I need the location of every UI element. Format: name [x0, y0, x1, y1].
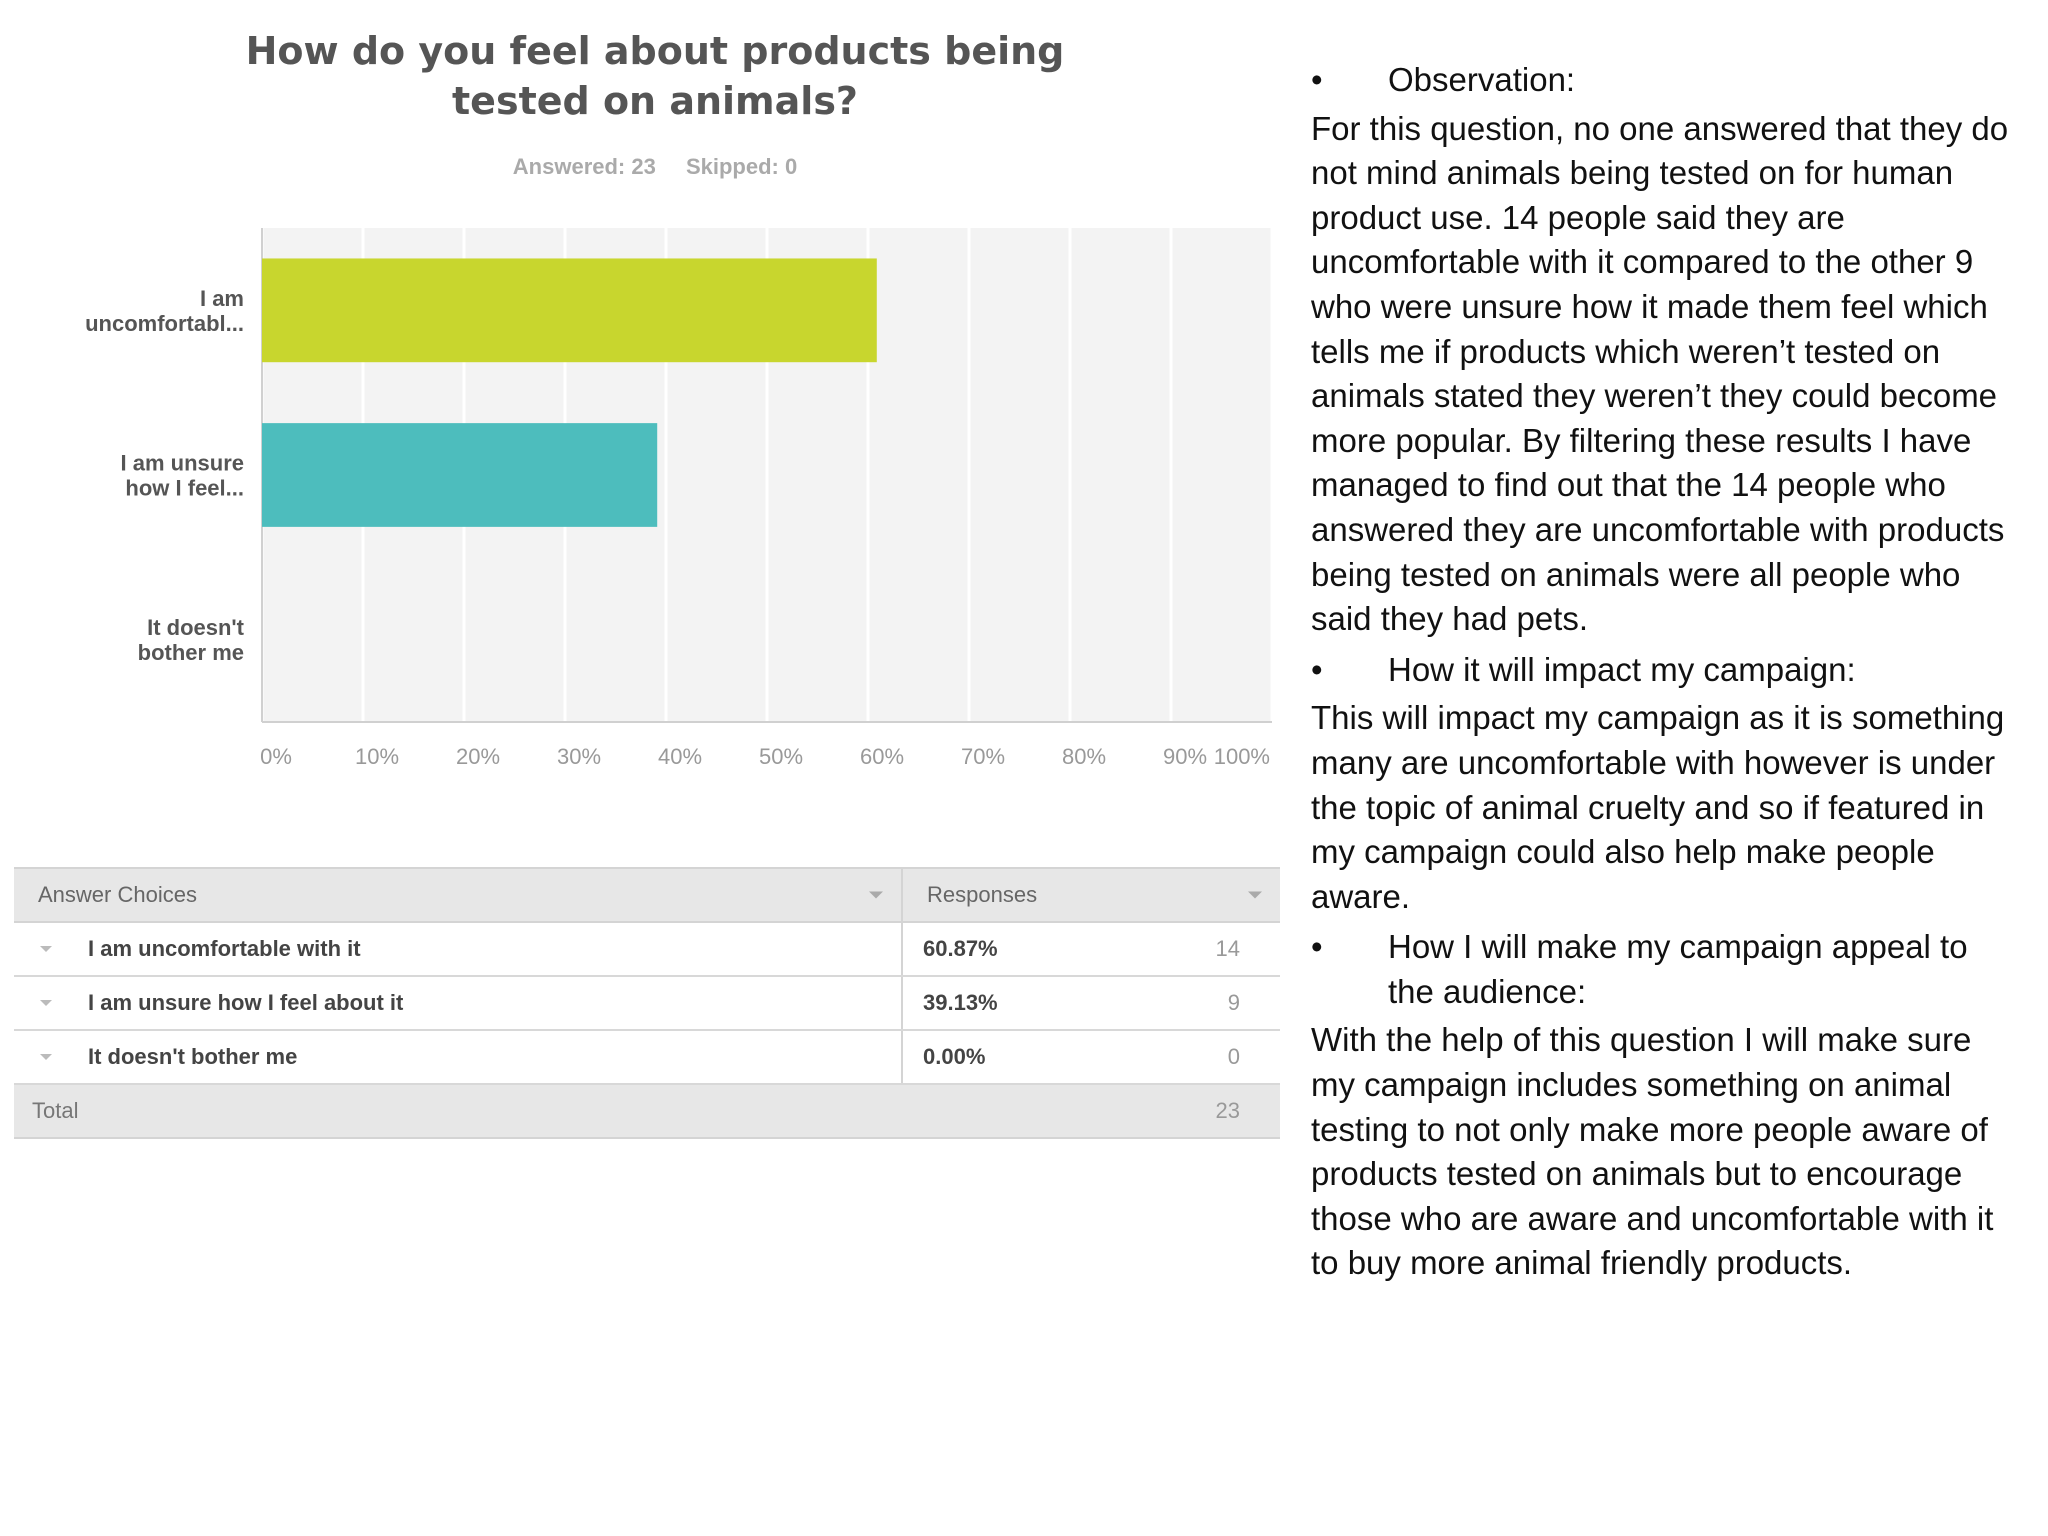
table-row: I am uncomfortable with it 60.87% 14: [14, 922, 1280, 977]
answer-choice-label: I am unsure how I feel about it: [88, 990, 404, 1015]
x-tick-label: 60%: [860, 744, 904, 769]
impact-heading: How it will impact my campaign:: [1388, 650, 1856, 688]
results-table: Answer Choices Responses I am uncomforta…: [14, 867, 1280, 1139]
chart-meta: Answered: 23 Skipped: 0: [190, 154, 1120, 180]
x-tick-label: 90%: [1163, 744, 1207, 769]
bar[interactable]: [262, 423, 658, 527]
observation-heading: Observation:: [1388, 61, 1576, 98]
table-row: I am unsure how I feel about it 39.13% 9: [14, 976, 1280, 1031]
appeal-text: With the help of this question I will ma…: [1311, 1021, 1994, 1282]
appeal-bullet: • How I will make my campaign appeal to …: [1311, 925, 2021, 1014]
response-count: 0: [1227, 1044, 1240, 1069]
answer-choices-header-label: Answer Choices: [38, 882, 197, 907]
answer-choices-header[interactable]: Answer Choices: [14, 867, 903, 923]
responses-header[interactable]: Responses: [902, 867, 1280, 923]
category-label: bother me: [138, 640, 244, 665]
x-tick-label: 100%: [1214, 744, 1270, 769]
bar[interactable]: [262, 258, 877, 363]
impact-bullet: • How it will impact my campaign:: [1311, 648, 2021, 693]
observation-text: For this question, no one answered that …: [1311, 109, 2009, 638]
response-count: 14: [1215, 936, 1240, 961]
bullet-point-icon: •: [1311, 650, 1323, 688]
category-label: uncomfortabl...: [85, 311, 244, 336]
x-tick-label: 40%: [658, 744, 702, 769]
bar-chart: 0% 10% 20% 30% 40% 50% 60% 70% 80% 90% 100% I amunc…: [85, 228, 1274, 769]
appeal-heading: How I will make my campaign appeal to th…: [1388, 928, 1968, 1010]
chevron-down-icon[interactable]: [40, 1054, 52, 1060]
impact-text: This will impact my campaign as it is so…: [1311, 699, 2005, 915]
category-label: I am: [200, 286, 244, 311]
responses-header-label: Responses: [927, 882, 1038, 907]
answer-choice-label: I am uncomfortable with it: [88, 936, 361, 961]
chevron-down-icon[interactable]: [40, 946, 52, 952]
category-label: how I feel...: [125, 476, 244, 501]
observation-bullet: • Observation:: [1311, 58, 2021, 103]
x-tick-label: 20%: [456, 744, 500, 769]
sort-arrow-icon[interactable]: [869, 891, 883, 899]
x-tick-label: 50%: [759, 744, 803, 769]
notes-panel: • Observation: For this question, no one…: [1311, 52, 2021, 1290]
answered-count: Answered: 23: [512, 154, 656, 179]
bullet-point-icon: •: [1311, 928, 1323, 966]
response-percent: 39.13%: [923, 990, 998, 1015]
bullet-point-icon: •: [1311, 61, 1323, 98]
skipped-count: Skipped: 0: [685, 154, 798, 179]
sort-arrow-icon[interactable]: [1248, 891, 1262, 899]
table-row: It doesn't bother me 0.00% 0: [14, 1030, 1280, 1085]
chart-title-line-2: tested on animals?: [452, 79, 858, 123]
category-label: It doesn't: [147, 615, 245, 640]
response-count: 9: [1227, 990, 1240, 1015]
x-tick-label: 80%: [1062, 744, 1106, 769]
table-total-row: Total 23: [14, 1084, 1280, 1139]
x-tick-label: 30%: [557, 744, 601, 769]
total-label: Total: [32, 1098, 79, 1123]
total-count: 23: [1215, 1098, 1240, 1123]
response-percent: 0.00%: [923, 1044, 986, 1069]
chart-title: How do you feel about products being tes…: [190, 26, 1120, 126]
chart-title-line-1: How do you feel about products being: [245, 29, 1065, 73]
answer-choice-label: It doesn't bother me: [88, 1044, 298, 1069]
response-percent: 60.87%: [923, 936, 998, 961]
table-header-row: Answer Choices Responses: [14, 867, 1280, 923]
x-tick-label: 0%: [260, 744, 292, 769]
x-tick-label: 70%: [961, 744, 1005, 769]
chevron-down-icon[interactable]: [40, 1000, 52, 1006]
x-tick-label: 10%: [355, 744, 399, 769]
category-label: I am unsure: [121, 451, 244, 476]
